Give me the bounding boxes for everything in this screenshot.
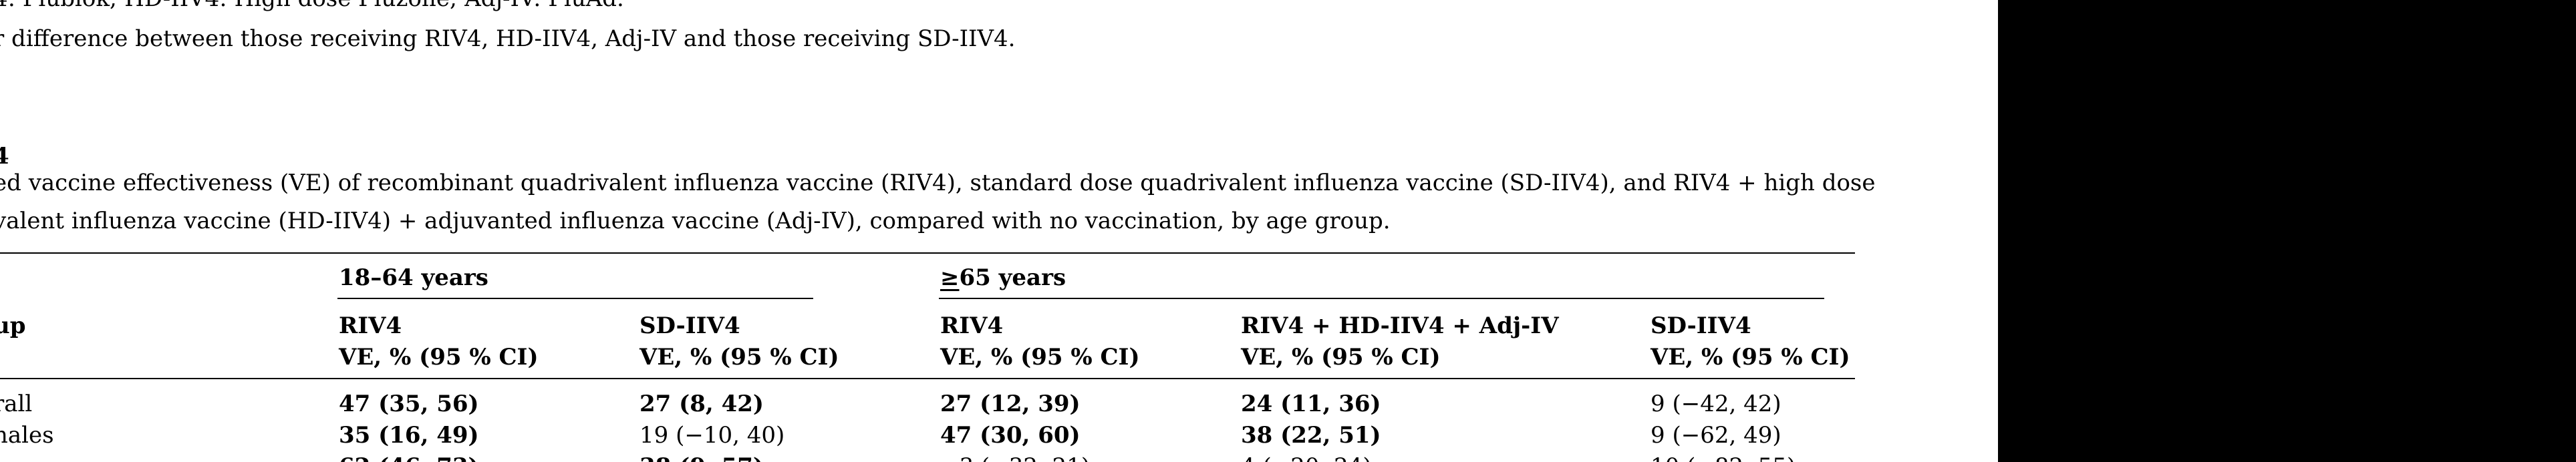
table-cell: 4 (−20, 24) xyxy=(1241,453,1372,462)
column-header-metric: VE, % (95 % CI) xyxy=(1651,344,1850,371)
table-cell: 38 (22, 51) xyxy=(1241,422,1381,449)
age-group-18-64-rule xyxy=(337,298,813,299)
age-group-65-plus-header: ≥65 years xyxy=(940,264,1066,291)
group-column-header: up xyxy=(0,312,26,339)
footnote-difference: r difference between those receiving RIV… xyxy=(0,25,1016,52)
column-header-vaccine: RIV4 xyxy=(940,312,1004,339)
table-caption-line-1: ed vaccine effectiveness (VE) of recombi… xyxy=(0,170,1876,196)
table-row-label: nales xyxy=(0,422,54,449)
column-header-vaccine: SD-IIV4 xyxy=(639,312,740,339)
table-label: 4 xyxy=(0,143,9,170)
table-header-rule xyxy=(0,378,1855,379)
table-caption-line-2: valent influenza vaccine (HD-IIV4) + adj… xyxy=(0,208,1391,234)
table-cell: 10 (−82, 55) xyxy=(1651,453,1796,462)
greater-equal-symbol: ≥ xyxy=(940,264,960,291)
column-header-metric: VE, % (95 % CI) xyxy=(1241,344,1441,371)
age-group-65-plus-text: 65 years xyxy=(959,264,1066,291)
column-header-metric: VE, % (95 % CI) xyxy=(940,344,1140,371)
table-cell: 35 (16, 49) xyxy=(339,422,479,449)
footnote-abbreviations: 4: Flublok; HD-IIV4: High dose Fluzone; … xyxy=(0,0,624,12)
column-header-vaccine: SD-IIV4 xyxy=(1651,312,1751,339)
column-header-metric: VE, % (95 % CI) xyxy=(339,344,539,371)
column-header-vaccine: RIV4 xyxy=(339,312,402,339)
table-cell: 9 (−62, 49) xyxy=(1651,422,1781,449)
table-cell: 38 (9, 57) xyxy=(639,453,764,462)
table-cell: 27 (8, 42) xyxy=(639,391,764,417)
table-cell: 9 (−42, 42) xyxy=(1651,391,1781,417)
black-margin xyxy=(1998,0,2576,462)
table-cell: −3 (−32, 21) xyxy=(940,453,1090,462)
column-header-metric: VE, % (95 % CI) xyxy=(639,344,839,371)
table-cell: 62 (46, 73) xyxy=(339,453,479,462)
table-cell: 47 (30, 60) xyxy=(940,422,1081,449)
table-top-rule xyxy=(0,252,1855,254)
table-row-label: rall xyxy=(0,391,33,417)
document-page: 4: Flublok; HD-IIV4: High dose Fluzone; … xyxy=(0,0,1876,462)
column-header-vaccine: RIV4 + HD-IIV4 + Adj-IV xyxy=(1241,312,1559,339)
table-cell: 19 (−10, 40) xyxy=(639,422,785,449)
age-group-65-plus-rule xyxy=(939,298,1824,299)
table-cell: 27 (12, 39) xyxy=(940,391,1081,417)
age-group-18-64-header: 18–64 years xyxy=(339,264,488,291)
table-cell: 47 (35, 56) xyxy=(339,391,479,417)
table-cell: 24 (11, 36) xyxy=(1241,391,1381,417)
